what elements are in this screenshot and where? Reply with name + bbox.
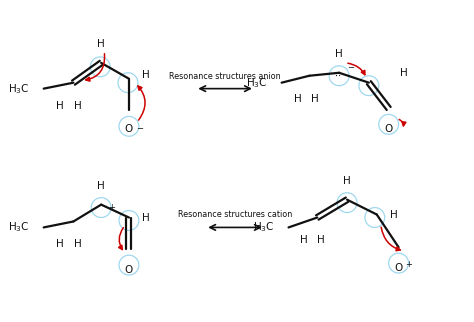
FancyArrowPatch shape (138, 86, 145, 120)
FancyArrowPatch shape (118, 228, 123, 250)
Text: H: H (73, 100, 81, 110)
Text: H: H (400, 68, 407, 78)
Text: ⋅⋅: ⋅⋅ (335, 71, 341, 81)
Text: H: H (318, 235, 325, 245)
FancyArrowPatch shape (348, 63, 365, 75)
FancyArrowPatch shape (381, 227, 400, 251)
Text: +: + (406, 260, 412, 269)
Text: H: H (390, 210, 397, 220)
Text: H: H (73, 239, 81, 249)
Text: +: + (108, 203, 115, 212)
Text: O: O (384, 124, 393, 134)
Text: H$_3$C: H$_3$C (253, 221, 274, 234)
Text: H: H (311, 94, 319, 104)
Text: Resonance structures anion: Resonance structures anion (169, 72, 281, 81)
Text: Resonance structures cation: Resonance structures cation (178, 211, 292, 220)
Text: H: H (300, 235, 307, 245)
Text: O: O (394, 263, 403, 273)
Text: H$_3$C: H$_3$C (8, 82, 30, 96)
Text: O: O (125, 124, 133, 134)
Text: H$_3$C: H$_3$C (246, 76, 268, 90)
Text: H: H (343, 176, 351, 186)
FancyArrowPatch shape (399, 119, 406, 126)
Text: −: − (136, 124, 143, 133)
Text: H: H (293, 94, 301, 104)
Text: H: H (55, 239, 64, 249)
Text: H: H (55, 100, 64, 110)
Text: H: H (142, 70, 150, 80)
Text: O: O (125, 265, 133, 275)
Text: H: H (97, 181, 105, 191)
FancyArrowPatch shape (86, 54, 105, 81)
Text: −: − (347, 63, 354, 72)
Text: H$_3$C: H$_3$C (8, 221, 30, 234)
Text: H: H (97, 39, 105, 49)
Text: H: H (142, 213, 150, 223)
Text: H: H (335, 49, 343, 59)
